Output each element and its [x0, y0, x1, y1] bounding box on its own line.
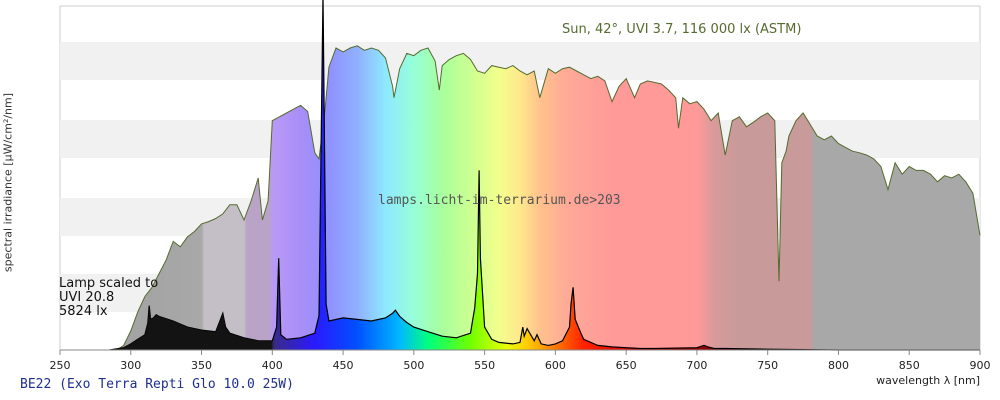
x-tick-label: 300 [120, 359, 141, 372]
lamp-annotation-line-2: UVI 20.8 [59, 290, 115, 305]
x-tick-label: 250 [50, 359, 71, 372]
sun-spectrum-line [116, 45, 981, 351]
lamp-annotation-line-3: 5824 lx [59, 304, 108, 319]
x-tick-label: 850 [899, 359, 920, 372]
chart-caption: BE22 (Exo Terra Repti Glo 10.0 25W) [20, 377, 294, 392]
x-tick-label: 350 [191, 359, 212, 372]
sun-spectrum-area [116, 45, 981, 351]
lamp-annotation: Lamp scaled to UVI 20.8 5824 lx [59, 277, 158, 319]
x-tick-label: 450 [333, 359, 354, 372]
x-tick-label: 600 [545, 359, 566, 372]
x-tick-label: 650 [616, 359, 637, 372]
x-tick-label: 900 [970, 359, 991, 372]
lamp-spectrum-line [109, 0, 980, 351]
lamp-annotation-line-1: Lamp scaled to [59, 276, 159, 291]
x-tick-label: 750 [757, 359, 778, 372]
x-tick-label: 700 [686, 359, 707, 372]
sun-annotation: Sun, 42°, UVI 3.7, 116 000 lx (ASTM) [562, 22, 802, 37]
y-axis-title: spectral irradiance [µW/cm²/nm] [1, 92, 15, 273]
x-tick-label: 800 [828, 359, 849, 372]
x-tick-label: 500 [403, 359, 424, 372]
lamp-uv-area [109, 305, 273, 350]
x-axis-title: wavelength λ [nm] [876, 374, 980, 387]
watermark-text: lamps.licht-im-terrarium.de>203 [378, 193, 621, 208]
x-tick-label: 550 [474, 359, 495, 372]
x-tick-label: 400 [262, 359, 283, 372]
